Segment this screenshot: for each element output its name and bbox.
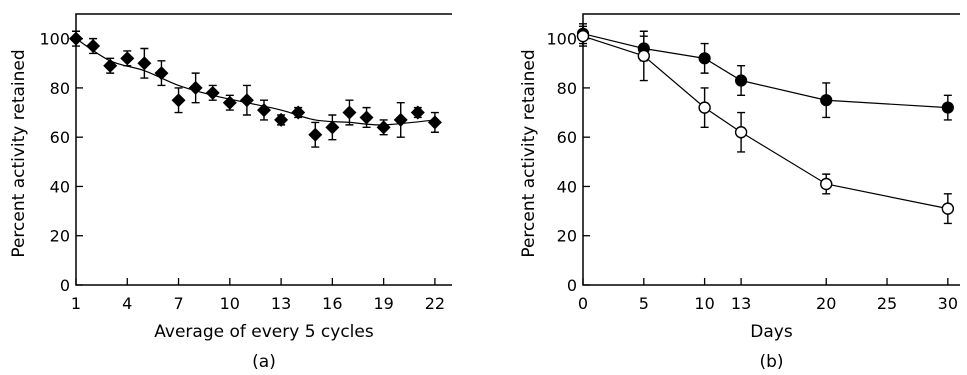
data-point <box>120 51 135 66</box>
data-point <box>205 85 220 100</box>
data-point <box>820 94 833 107</box>
y-tick-label: 20 <box>557 227 577 246</box>
x-tick-label: 16 <box>322 294 342 313</box>
data-point <box>342 105 357 120</box>
data-point <box>734 126 748 139</box>
data-point <box>698 52 711 65</box>
panel-label: (b) <box>759 352 783 372</box>
data-point <box>171 93 186 108</box>
data-point <box>308 127 323 142</box>
y-tick-label: 0 <box>567 276 577 295</box>
series-line <box>582 35 948 210</box>
data-point <box>576 29 590 43</box>
data-point <box>941 101 954 114</box>
data-point <box>376 120 391 135</box>
data-point <box>325 120 340 135</box>
axes-frame <box>582 13 960 286</box>
x-axis-title: Days <box>750 322 793 342</box>
data-point <box>637 49 651 63</box>
data-point <box>103 58 118 73</box>
axes-frame <box>75 13 452 286</box>
x-tick-label: 25 <box>877 294 897 313</box>
data-point <box>222 95 237 110</box>
y-tick-label: 0 <box>60 276 70 295</box>
data-point <box>137 56 152 71</box>
panel-label: (a) <box>252 352 276 372</box>
data-point <box>734 74 748 87</box>
x-tick-label: 4 <box>122 294 132 313</box>
x-tick-label: 13 <box>271 294 291 313</box>
x-tick-label: 10 <box>220 294 240 313</box>
data-point <box>239 93 254 108</box>
x-tick-label: 1 <box>71 294 81 313</box>
y-tick-label: 80 <box>50 79 70 98</box>
series-line <box>582 33 948 109</box>
y-axis-title: Percent activity retained <box>519 49 539 257</box>
data-point <box>941 202 955 215</box>
data-point <box>69 31 83 46</box>
y-tick-label: 40 <box>557 177 577 196</box>
y-tick-label: 80 <box>557 79 577 98</box>
y-tick-label: 40 <box>50 177 70 196</box>
x-tick-label: 30 <box>938 294 958 313</box>
data-point <box>257 103 271 118</box>
y-axis-title: Percent activity retained <box>9 49 29 257</box>
data-point <box>698 101 711 114</box>
y-tick-label: 20 <box>50 227 70 246</box>
data-point <box>410 105 425 120</box>
chart-panel-b: 0 5 10 13 20 25 30 0 20 40 60 80 100 Days Percent acti… <box>519 13 960 372</box>
x-tick-label: 19 <box>373 294 393 313</box>
y-tick-label: 60 <box>50 128 70 147</box>
data-point <box>427 115 442 130</box>
x-tick-label: 7 <box>173 294 183 313</box>
data-point <box>188 80 203 95</box>
y-tick-label: 100 <box>546 30 577 49</box>
x-tick-label: 13 <box>731 294 751 313</box>
x-axis-title: Average of every 5 cycles <box>154 322 374 342</box>
x-tick-label: 22 <box>425 294 445 313</box>
x-tick-label: 5 <box>639 294 649 313</box>
y-tick-label: 60 <box>557 128 577 147</box>
data-point <box>393 112 408 127</box>
data-point <box>359 110 374 125</box>
data-point <box>291 105 306 120</box>
data-point <box>154 66 169 81</box>
x-tick-label: 20 <box>816 294 836 313</box>
data-point <box>86 39 101 54</box>
data-point <box>274 112 289 127</box>
chart-panel-a: 1 4 7 10 13 16 19 22 0 20 40 60 80 100 Average of ever… <box>9 13 452 372</box>
x-tick-label: 0 <box>578 294 588 313</box>
x-tick-label: 10 <box>694 294 714 313</box>
y-tick-label: 100 <box>39 30 70 49</box>
data-point <box>820 177 833 191</box>
